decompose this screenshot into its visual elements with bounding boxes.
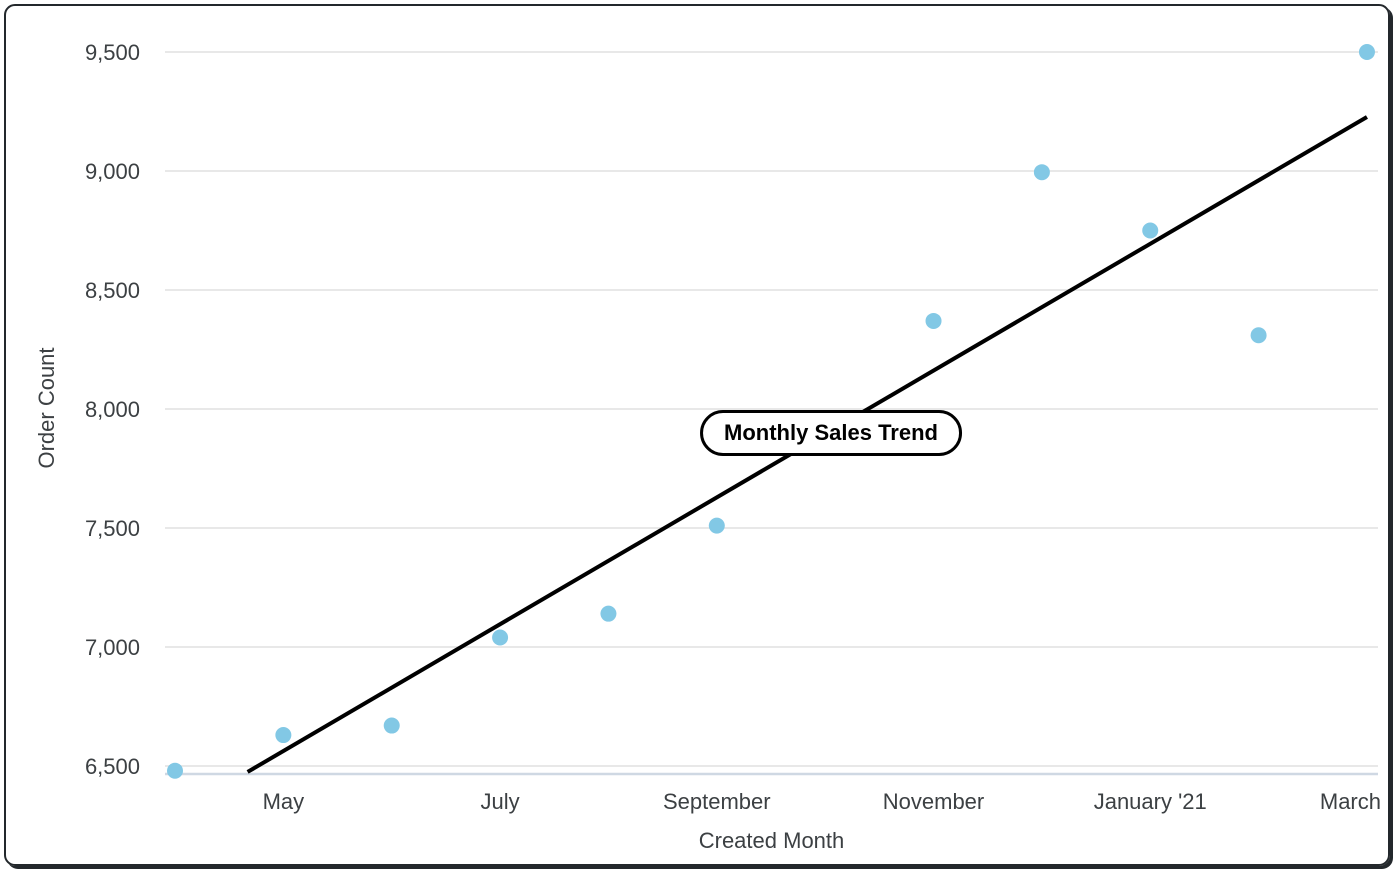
- chart-title-pill: Monthly Sales Trend: [700, 410, 962, 456]
- y-axis-title: Order Count: [34, 347, 59, 469]
- data-point[interactable]: [492, 629, 509, 646]
- data-point[interactable]: [1250, 327, 1267, 344]
- x-tick-label: March: [1320, 789, 1381, 814]
- y-tick-label: 8,500: [85, 278, 140, 303]
- data-point[interactable]: [600, 605, 617, 622]
- y-tick-label: 9,500: [85, 40, 140, 65]
- y-tick-label: 9,000: [85, 159, 140, 184]
- x-tick-label: November: [883, 789, 984, 814]
- x-tick-label: January '21: [1094, 789, 1207, 814]
- x-axis-tick-labels: May July September November January '21 March: [263, 789, 1381, 814]
- data-point[interactable]: [708, 517, 725, 534]
- data-point[interactable]: [167, 762, 183, 779]
- gridlines-layer: [165, 51, 1378, 776]
- y-tick-label: 8,000: [85, 397, 140, 422]
- data-point[interactable]: [1358, 44, 1375, 60]
- x-tick-label: September: [663, 789, 771, 814]
- data-point[interactable]: [925, 312, 942, 329]
- data-point[interactable]: [275, 727, 292, 744]
- data-points-layer: [167, 44, 1375, 779]
- y-tick-label: 7,000: [85, 635, 140, 660]
- y-axis-tick-labels: 6,500 7,000 7,500 8,000 8,500 9,000 9,500: [85, 40, 140, 779]
- data-point[interactable]: [1142, 222, 1159, 239]
- x-tick-label: May: [263, 789, 305, 814]
- y-tick-label: 7,500: [85, 516, 140, 541]
- x-axis-title: Created Month: [698, 828, 845, 853]
- x-tick-label: July: [481, 789, 520, 814]
- y-tick-label: 6,500: [85, 754, 140, 779]
- data-point[interactable]: [1033, 164, 1050, 181]
- data-point[interactable]: [383, 717, 400, 734]
